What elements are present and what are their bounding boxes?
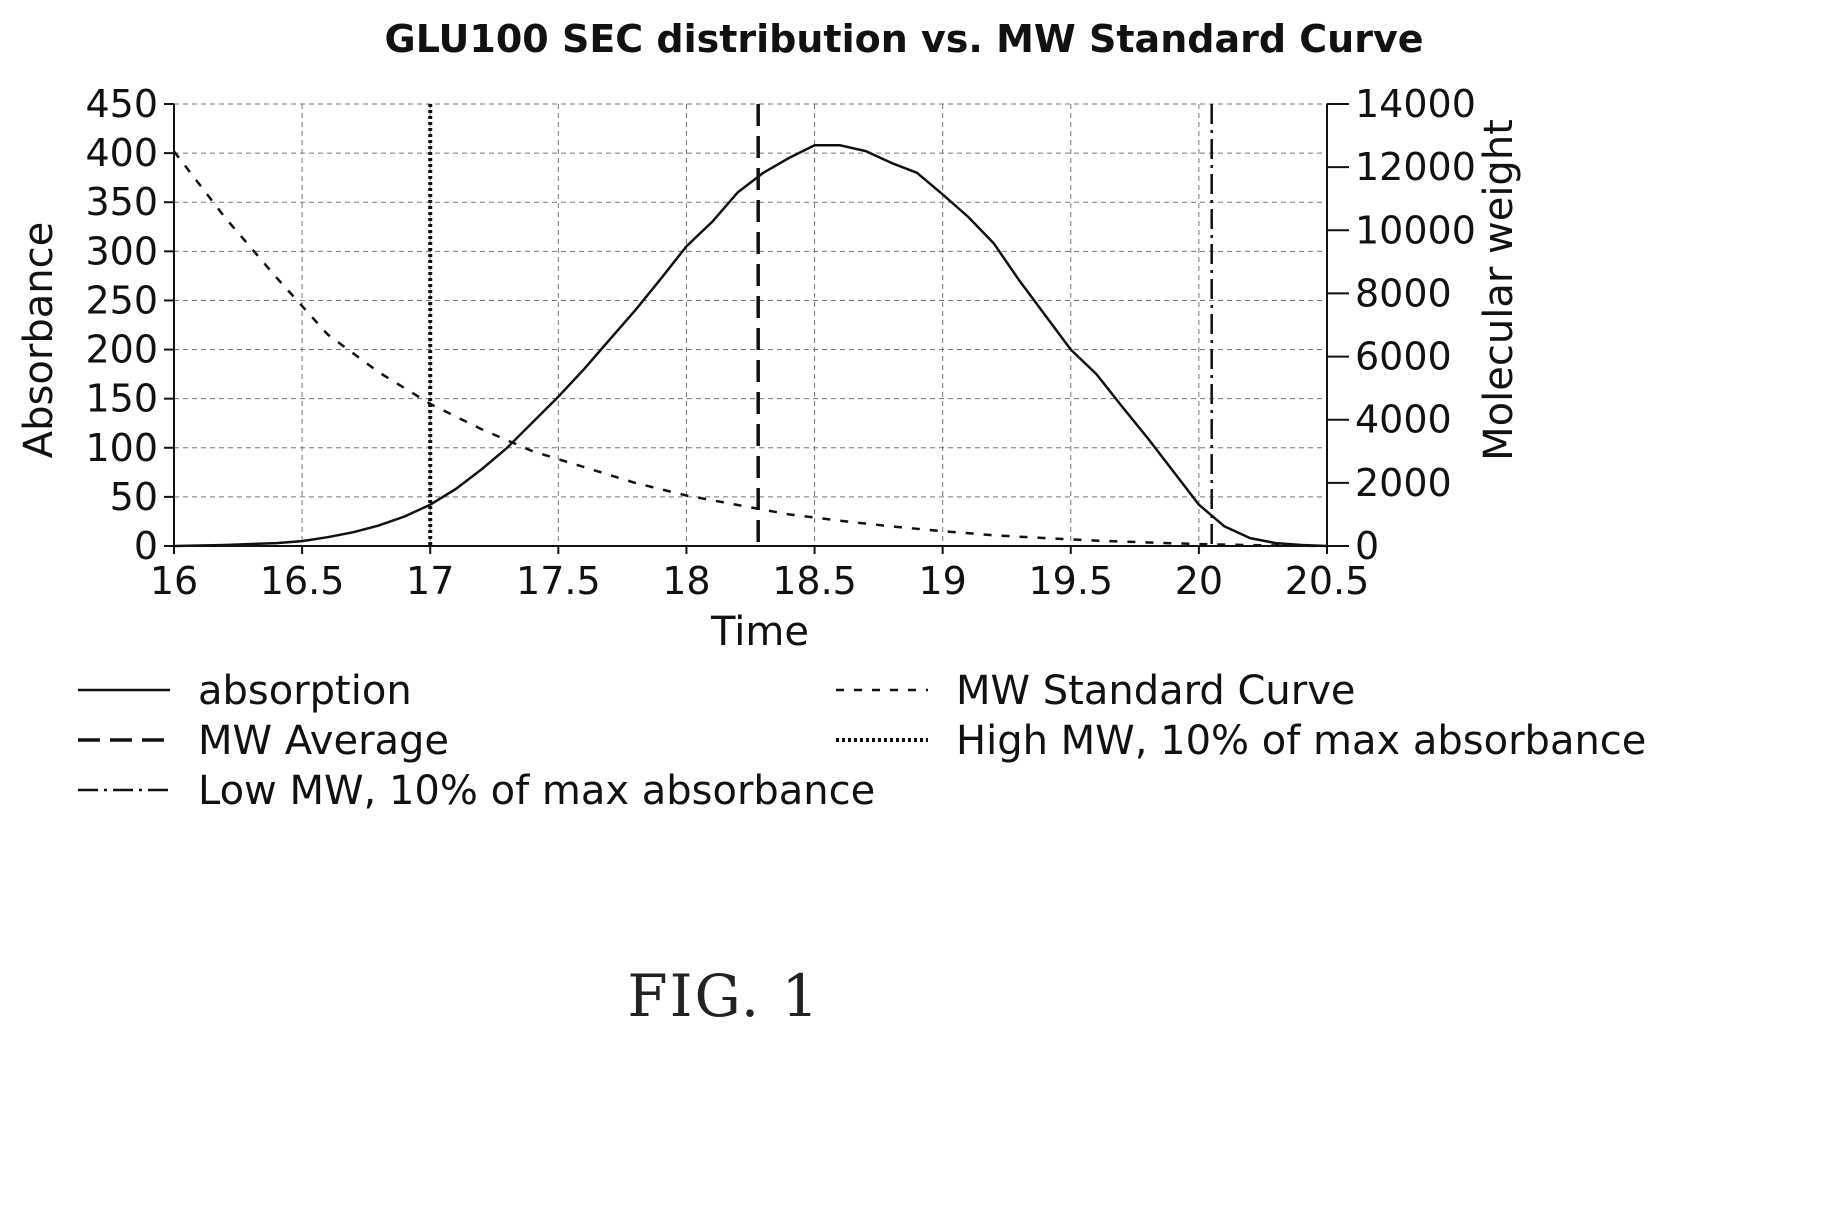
tick-labels: 16 16.5 17 17.5 18 18.5 19 19.5 20 20.50501001502… [85, 82, 1475, 603]
y2-tick-label: 4000 [1355, 398, 1452, 442]
y2-tick-label: 10000 [1355, 208, 1476, 252]
y-tick-label: 450 [85, 82, 158, 126]
y-tick-label: 400 [85, 131, 158, 175]
y-tick-label: 100 [85, 426, 158, 470]
figure-label: FIG. 1 [627, 962, 820, 1030]
y2-axis-label: Molecular weight [1476, 119, 1522, 461]
x-tick-label: 17 [406, 559, 454, 603]
x-tick-label: 20.5 [1285, 559, 1370, 603]
y2-tick-label: 12000 [1355, 145, 1476, 189]
x-tick-label: 19.5 [1028, 559, 1113, 603]
legend-label: MW Average [198, 718, 449, 764]
y2-tick-label: 6000 [1355, 335, 1452, 379]
y-tick-label: 250 [85, 278, 158, 322]
y-tick-label: 50 [110, 475, 158, 519]
x-tick-label: 16 [150, 559, 198, 603]
legend-label: Low MW, 10% of max absorbance [198, 768, 875, 814]
y2-tick-label: 0 [1355, 524, 1379, 568]
chart-title: GLU100 SEC distribution vs. MW Standard … [385, 17, 1424, 61]
x-tick-label: 20 [1175, 559, 1223, 603]
x-tick-label: 19 [918, 559, 966, 603]
series-layer [173, 104, 1328, 548]
legend-label: High MW, 10% of max absorbance [956, 718, 1646, 764]
y2-tick-label: 8000 [1355, 271, 1452, 315]
series-absorption [173, 144, 1328, 548]
y-tick-label: 200 [85, 328, 158, 372]
y2-tick-label: 2000 [1355, 461, 1452, 505]
x-axis-label: Time [710, 609, 809, 655]
x-tick-label: 17.5 [516, 559, 601, 603]
series-mw-standard-curve [173, 150, 1328, 548]
y-axis-label: Absorbance [16, 222, 62, 458]
x-tick-label: 16.5 [260, 559, 345, 603]
legend-item: MW Standard Curve [836, 668, 1355, 714]
x-tick-label: 18.5 [772, 559, 857, 603]
grid-lines [173, 103, 1328, 547]
legend-item: absorption [78, 668, 412, 714]
legend-item: High MW, 10% of max absorbance [836, 718, 1646, 764]
y-tick-label: 150 [85, 377, 158, 421]
axes [173, 104, 1328, 547]
y2-tick-label: 14000 [1355, 82, 1476, 126]
legend-label: MW Standard Curve [956, 668, 1355, 714]
x-tick-label: 18 [662, 559, 710, 603]
y-tick-label: 0 [134, 524, 158, 568]
y-tick-label: 350 [85, 180, 158, 224]
legend-item: MW Average [78, 718, 449, 764]
legend-item: Low MW, 10% of max absorbance [78, 768, 875, 814]
y-tick-label: 300 [85, 229, 158, 273]
legend-label: absorption [198, 668, 412, 714]
legend: absorption MW Standard Curve MW Average Hig… [78, 668, 1646, 814]
